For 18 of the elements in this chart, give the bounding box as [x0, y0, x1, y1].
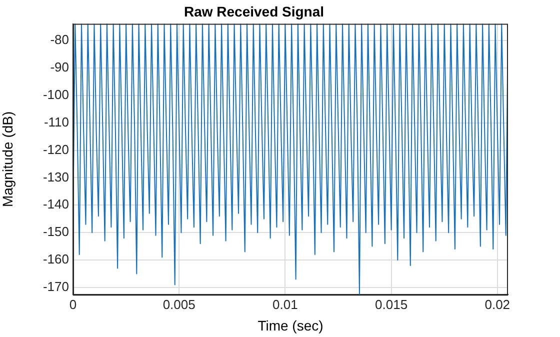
- chart-title: Raw Received Signal: [184, 3, 324, 20]
- x-tick-label: 0.01: [272, 296, 298, 312]
- x-axis-title: Time (sec): [258, 317, 324, 334]
- x-tick-label: 0: [69, 296, 77, 312]
- y-tick-label: -110: [44, 114, 69, 130]
- y-tick-label: -90: [50, 60, 69, 75]
- y-tick-label: -160: [42, 252, 69, 267]
- y-tick-label: -100: [42, 86, 69, 102]
- y-tick-label: -80: [50, 32, 69, 48]
- y-tick-label: -120: [42, 142, 69, 157]
- y-tick-label: -170: [42, 279, 69, 294]
- x-tick-label: 0.02: [484, 296, 510, 312]
- y-axis-title: Magnitude (dB): [0, 111, 16, 208]
- y-tick-label: -130: [42, 169, 69, 184]
- x-tick-label: 0.005: [162, 296, 196, 312]
- x-tick-label: 0.015: [375, 296, 408, 312]
- y-tick-label: -140: [42, 196, 69, 212]
- y-tick-label: -150: [42, 224, 69, 240]
